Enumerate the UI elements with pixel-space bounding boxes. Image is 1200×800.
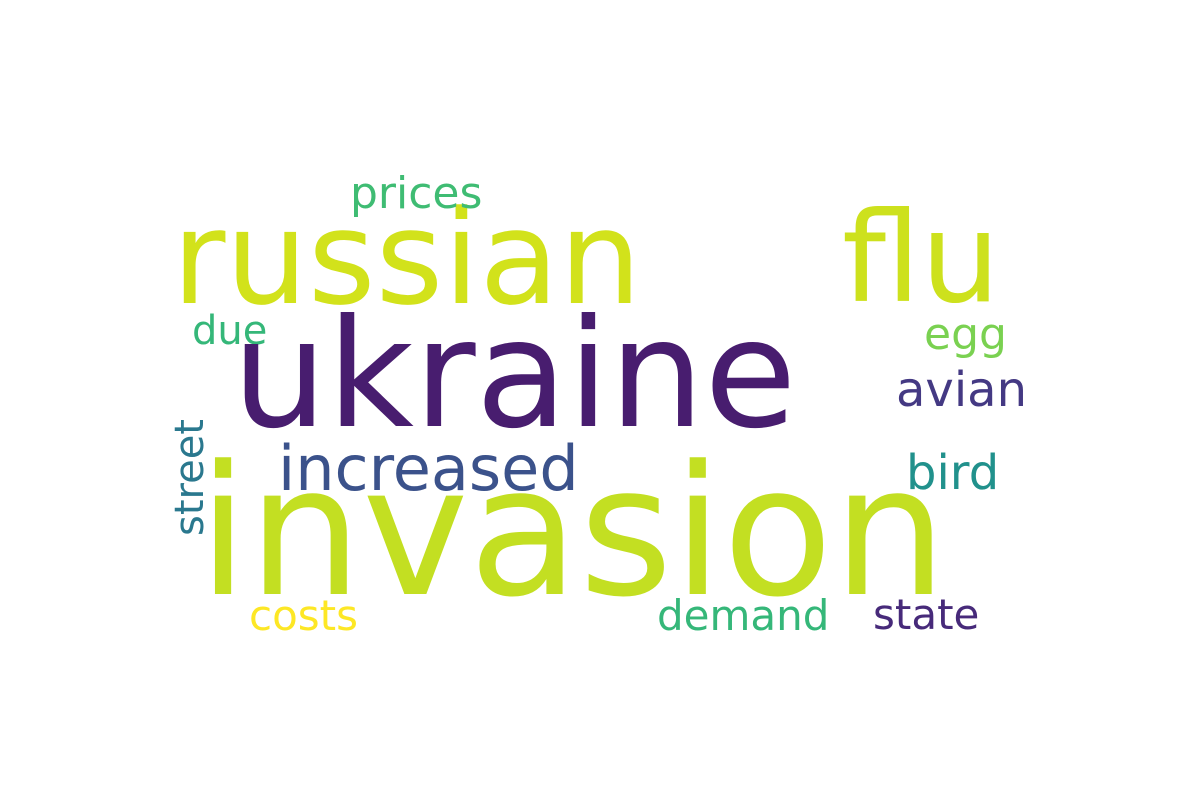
- word-state: state: [873, 590, 980, 639]
- word-costs: costs: [249, 591, 359, 640]
- word-demand: demand: [657, 591, 830, 640]
- word-ukraine: ukraine: [232, 288, 797, 462]
- word-due: due: [192, 308, 268, 354]
- word-avian: avian: [896, 362, 1027, 418]
- word-prices: prices: [350, 168, 483, 219]
- word-egg: egg: [924, 309, 1007, 360]
- word-bird: bird: [906, 445, 1000, 501]
- word-invasion: invasion: [198, 428, 947, 637]
- word-increased: increased: [278, 432, 579, 505]
- word-russian: russian: [172, 182, 642, 334]
- word-flu: flu: [842, 186, 1000, 331]
- word-street: street: [167, 419, 213, 536]
